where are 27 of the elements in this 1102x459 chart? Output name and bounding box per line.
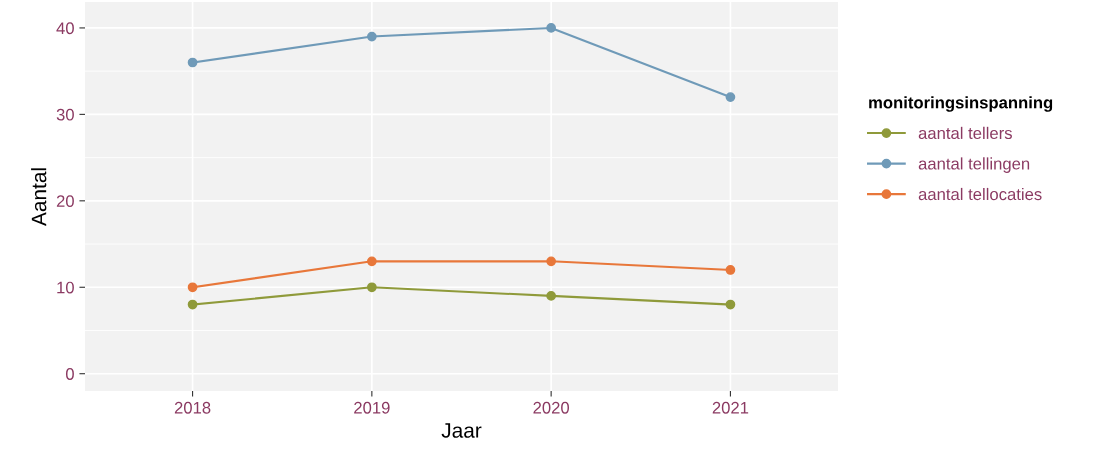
point xyxy=(725,265,736,275)
legend-label: aantal tellocaties xyxy=(918,187,1042,201)
point xyxy=(725,92,736,102)
x-axis-title: Jaar xyxy=(441,423,482,438)
point xyxy=(187,299,198,310)
point xyxy=(546,256,557,267)
y-tick-label: 40 xyxy=(56,22,74,35)
point xyxy=(725,299,736,310)
point xyxy=(546,23,557,33)
x-tick-label: 2020 xyxy=(533,401,570,414)
x-tick-label: 2018 xyxy=(174,401,211,414)
y-tick-label: 30 xyxy=(56,108,74,121)
point xyxy=(366,31,377,42)
point xyxy=(187,57,198,68)
point xyxy=(187,282,198,293)
legend-label: aantal tellingen xyxy=(918,157,1030,173)
x-tick-label: 2019 xyxy=(354,401,390,414)
legend-title: monitoringsinspanning xyxy=(869,96,1053,112)
point xyxy=(366,282,377,293)
y-tick-label: 0 xyxy=(65,368,74,380)
point xyxy=(366,256,377,267)
x-tick-label: 2021 xyxy=(712,401,749,414)
legend-label: aantal tellers xyxy=(918,126,1012,140)
y-tick-label: 20 xyxy=(56,195,74,208)
y-tick-label: 10 xyxy=(57,281,74,294)
point xyxy=(546,291,557,301)
y-axis-title: Aantal xyxy=(31,168,47,226)
